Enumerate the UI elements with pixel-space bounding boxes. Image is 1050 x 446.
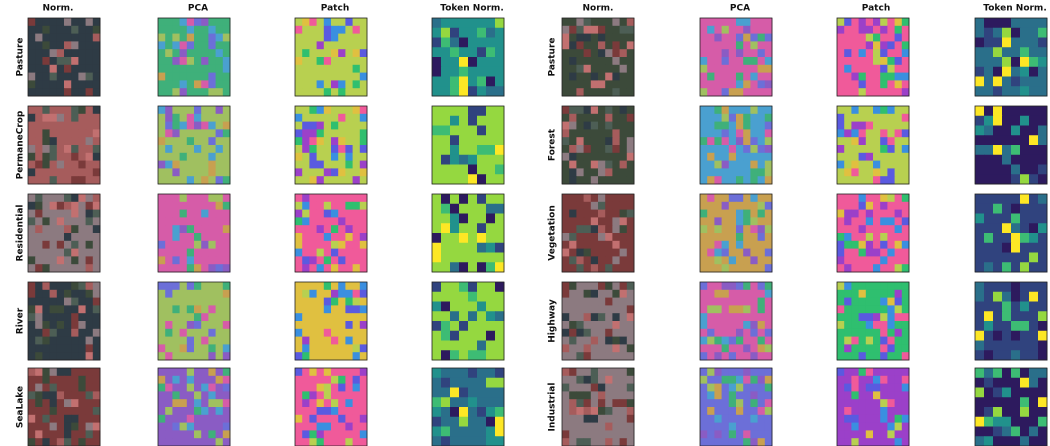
image-tile [975,282,1048,361]
row-label: Highway [548,299,558,343]
image-tile [432,368,505,446]
row-label: Industrial [548,383,558,432]
row-label: SeaLake [16,386,26,428]
image-tile [975,368,1048,446]
image-tile [158,106,231,185]
image-tile [562,282,635,361]
image-tile [28,194,101,273]
image-tile [295,368,368,446]
column-header: Norm. [43,4,74,14]
image-tile [295,194,368,273]
row-label: Vegetation [548,205,558,260]
column-header: Norm. [583,4,614,14]
image-tile [975,194,1048,273]
image-tile [975,18,1048,97]
row-label: River [16,307,26,334]
image-tile [28,282,101,361]
image-tile [562,194,635,273]
row-label: PermaneCrop [16,110,26,179]
image-tile [700,368,773,446]
image-tile [700,194,773,273]
image-tile [837,18,910,97]
image-tile [295,18,368,97]
image-tile [700,106,773,185]
image-tile [158,368,231,446]
figure: Norm. PCA Patch Token Norm. Pasture PermaneCr… [0,0,1050,446]
image-tile [432,106,505,185]
image-tile [837,194,910,273]
image-tile [562,106,635,185]
image-tile [700,282,773,361]
column-header: Patch [321,4,349,14]
column-header: Patch [862,4,890,14]
column-header: PCA [730,4,750,14]
image-tile [28,18,101,97]
image-tile [28,368,101,446]
image-tile [700,18,773,97]
row-label: Residential [16,205,26,262]
image-tile [837,282,910,361]
column-header: Token Norm. [983,4,1046,14]
image-tile [432,18,505,97]
image-tile [975,106,1048,185]
column-header: Token Norm. [440,4,503,14]
image-tile [158,194,231,273]
image-tile [28,106,101,185]
image-tile [837,368,910,446]
image-tile [295,106,368,185]
image-tile [432,194,505,273]
row-label: Pasture [548,37,558,76]
image-tile [158,18,231,97]
image-tile [295,282,368,361]
image-tile [432,282,505,361]
image-tile [562,18,635,97]
row-label: Pasture [16,37,26,76]
image-tile [562,368,635,446]
row-label: Forest [548,128,558,161]
column-header: PCA [188,4,208,14]
image-tile [837,106,910,185]
image-tile [158,282,231,361]
